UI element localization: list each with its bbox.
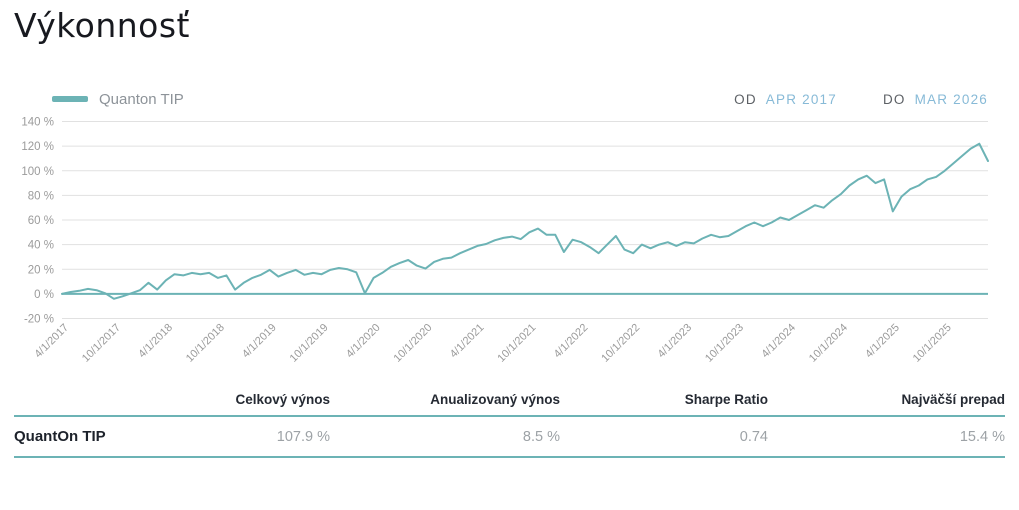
x-tick-label: 10/1/2024 xyxy=(807,322,850,365)
x-tick-label: 4/1/2022 xyxy=(552,322,591,361)
x-tick-label: 10/1/2021 xyxy=(495,322,538,365)
x-tick-label: 10/1/2017 xyxy=(80,322,123,365)
chart-header: Quanton TIP OD APR 2017 DO MAR 2026 xyxy=(52,88,988,110)
y-tick-label: -20 % xyxy=(24,314,54,326)
x-tick-label: 10/1/2019 xyxy=(288,322,331,365)
x-tick-label: 10/1/2023 xyxy=(703,322,746,365)
stats-header-annualized-return: Anualizovaný výnos xyxy=(330,392,560,417)
x-tick-label: 10/1/2025 xyxy=(911,322,954,365)
page-title: Výkonnosť xyxy=(14,6,190,45)
y-tick-label: 0 % xyxy=(34,289,54,301)
stats-header-max-drawdown: Najväčší prepad xyxy=(768,392,1005,417)
date-range-controls: OD APR 2017 DO MAR 2026 xyxy=(734,92,988,107)
stats-header-sharpe-ratio: Sharpe Ratio xyxy=(560,392,768,417)
performance-line-chart: 140 %120 %100 %80 %60 %40 %20 %0 %-20 %4… xyxy=(21,117,989,365)
stats-total-return-value: 107.9 % xyxy=(160,417,330,458)
legend-label: Quanton TIP xyxy=(99,90,184,108)
stats-annualized-return-value: 8.5 % xyxy=(330,417,560,458)
y-tick-label: 120 % xyxy=(21,141,54,153)
x-tick-label: 4/1/2017 xyxy=(32,322,71,361)
x-tick-label: 4/1/2020 xyxy=(344,322,383,361)
stats-row-label: QuantOn TIP xyxy=(14,417,160,458)
x-tick-label: 10/1/2020 xyxy=(392,322,435,365)
x-tick-label: 4/1/2024 xyxy=(759,322,798,361)
x-tick-label: 10/1/2022 xyxy=(599,322,642,365)
range-from-label: OD xyxy=(734,91,757,107)
performance-stats-table: Celkový výnos Anualizovaný výnos Sharpe … xyxy=(14,392,1005,458)
x-tick-label: 10/1/2018 xyxy=(184,322,227,365)
x-tick-label: 4/1/2025 xyxy=(863,322,902,361)
y-tick-label: 140 % xyxy=(21,117,54,129)
range-from-group: OD APR 2017 xyxy=(734,92,837,107)
y-tick-label: 80 % xyxy=(28,190,54,202)
y-tick-label: 20 % xyxy=(28,264,54,276)
y-tick-label: 60 % xyxy=(28,215,54,227)
range-from-value[interactable]: APR 2017 xyxy=(765,91,837,107)
range-to-label: DO xyxy=(882,91,906,107)
legend-item-quanton-tip[interactable]: Quanton TIP xyxy=(52,91,184,108)
range-to-group: DO MAR 2026 xyxy=(883,92,988,107)
stats-header-total-return: Celkový výnos xyxy=(160,392,330,417)
y-tick-label: 40 % xyxy=(28,240,54,252)
series-line-quanton-tip xyxy=(61,142,989,300)
x-tick-label: 4/1/2023 xyxy=(655,322,694,361)
legend-swatch xyxy=(52,96,88,102)
y-tick-label: 100 % xyxy=(21,166,54,178)
range-to-value[interactable]: MAR 2026 xyxy=(914,91,988,107)
x-tick-label: 4/1/2021 xyxy=(448,322,487,361)
stats-sharpe-ratio-value: 0.74 xyxy=(560,417,768,458)
stats-header-empty xyxy=(14,392,160,417)
stats-max-drawdown-value: 15.4 % xyxy=(768,417,1005,458)
x-tick-label: 4/1/2018 xyxy=(136,322,175,361)
x-tick-label: 4/1/2019 xyxy=(240,322,279,361)
